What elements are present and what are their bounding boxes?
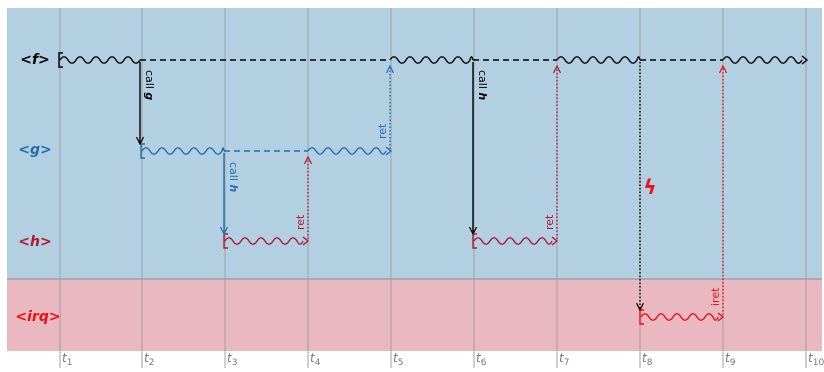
- lane-label-f: <f>: [20, 52, 50, 68]
- call-g-label: call g: [143, 70, 156, 100]
- ret-label: ret: [294, 214, 307, 230]
- call-h-label: call h: [227, 162, 240, 192]
- iret-label: iret: [709, 287, 722, 306]
- time-tick-label: t8: [642, 351, 653, 368]
- g-running-segment: [141, 147, 225, 155]
- lane-label-g: <g>: [18, 142, 51, 158]
- g-end-arrow: [385, 146, 393, 156]
- time-tick-label: t4: [310, 351, 321, 368]
- ret-label: ret: [376, 123, 389, 139]
- lane-label-irq: <irq>: [15, 309, 60, 325]
- time-tick-labels: t1 t2 t3 t4 t5 t6 t7 t8 t9 t10: [62, 351, 824, 368]
- call-h-label: call h: [476, 70, 489, 100]
- f-running-segment: [59, 56, 141, 64]
- time-tick-label: t7: [559, 351, 569, 368]
- f-running-segment: [389, 56, 474, 64]
- time-tick-label: t2: [144, 351, 154, 368]
- f-running-segment: [556, 56, 641, 64]
- time-tick-label: t10: [808, 351, 824, 368]
- time-tick-label: t5: [393, 351, 403, 368]
- irq-end-arrow: [717, 312, 725, 322]
- h-running-segment: [473, 237, 553, 245]
- irq-context-background: [7, 279, 822, 351]
- h-running-segment: [224, 237, 304, 245]
- irq-running-segment: [640, 313, 719, 321]
- lane-label-h: <h>: [18, 234, 51, 250]
- time-tick-label: t6: [476, 351, 487, 368]
- interrupt-lightning-icon: ϟ: [643, 175, 656, 199]
- f-end-arrow: [801, 55, 809, 65]
- time-tick-label: t3: [227, 351, 237, 368]
- h-end-arrow: [551, 236, 559, 246]
- f-lane-track: [58, 52, 809, 68]
- g-running-segment: [307, 147, 387, 155]
- main-context-background: [7, 8, 822, 279]
- time-tick-label: t9: [725, 351, 736, 368]
- g-lane-track: [140, 143, 393, 159]
- f-running-segment: [722, 56, 803, 64]
- f-start-bracket: [58, 52, 63, 68]
- ret-label: ret: [543, 214, 556, 230]
- h-end-arrow: [302, 236, 310, 246]
- time-tick-label: t1: [62, 351, 72, 368]
